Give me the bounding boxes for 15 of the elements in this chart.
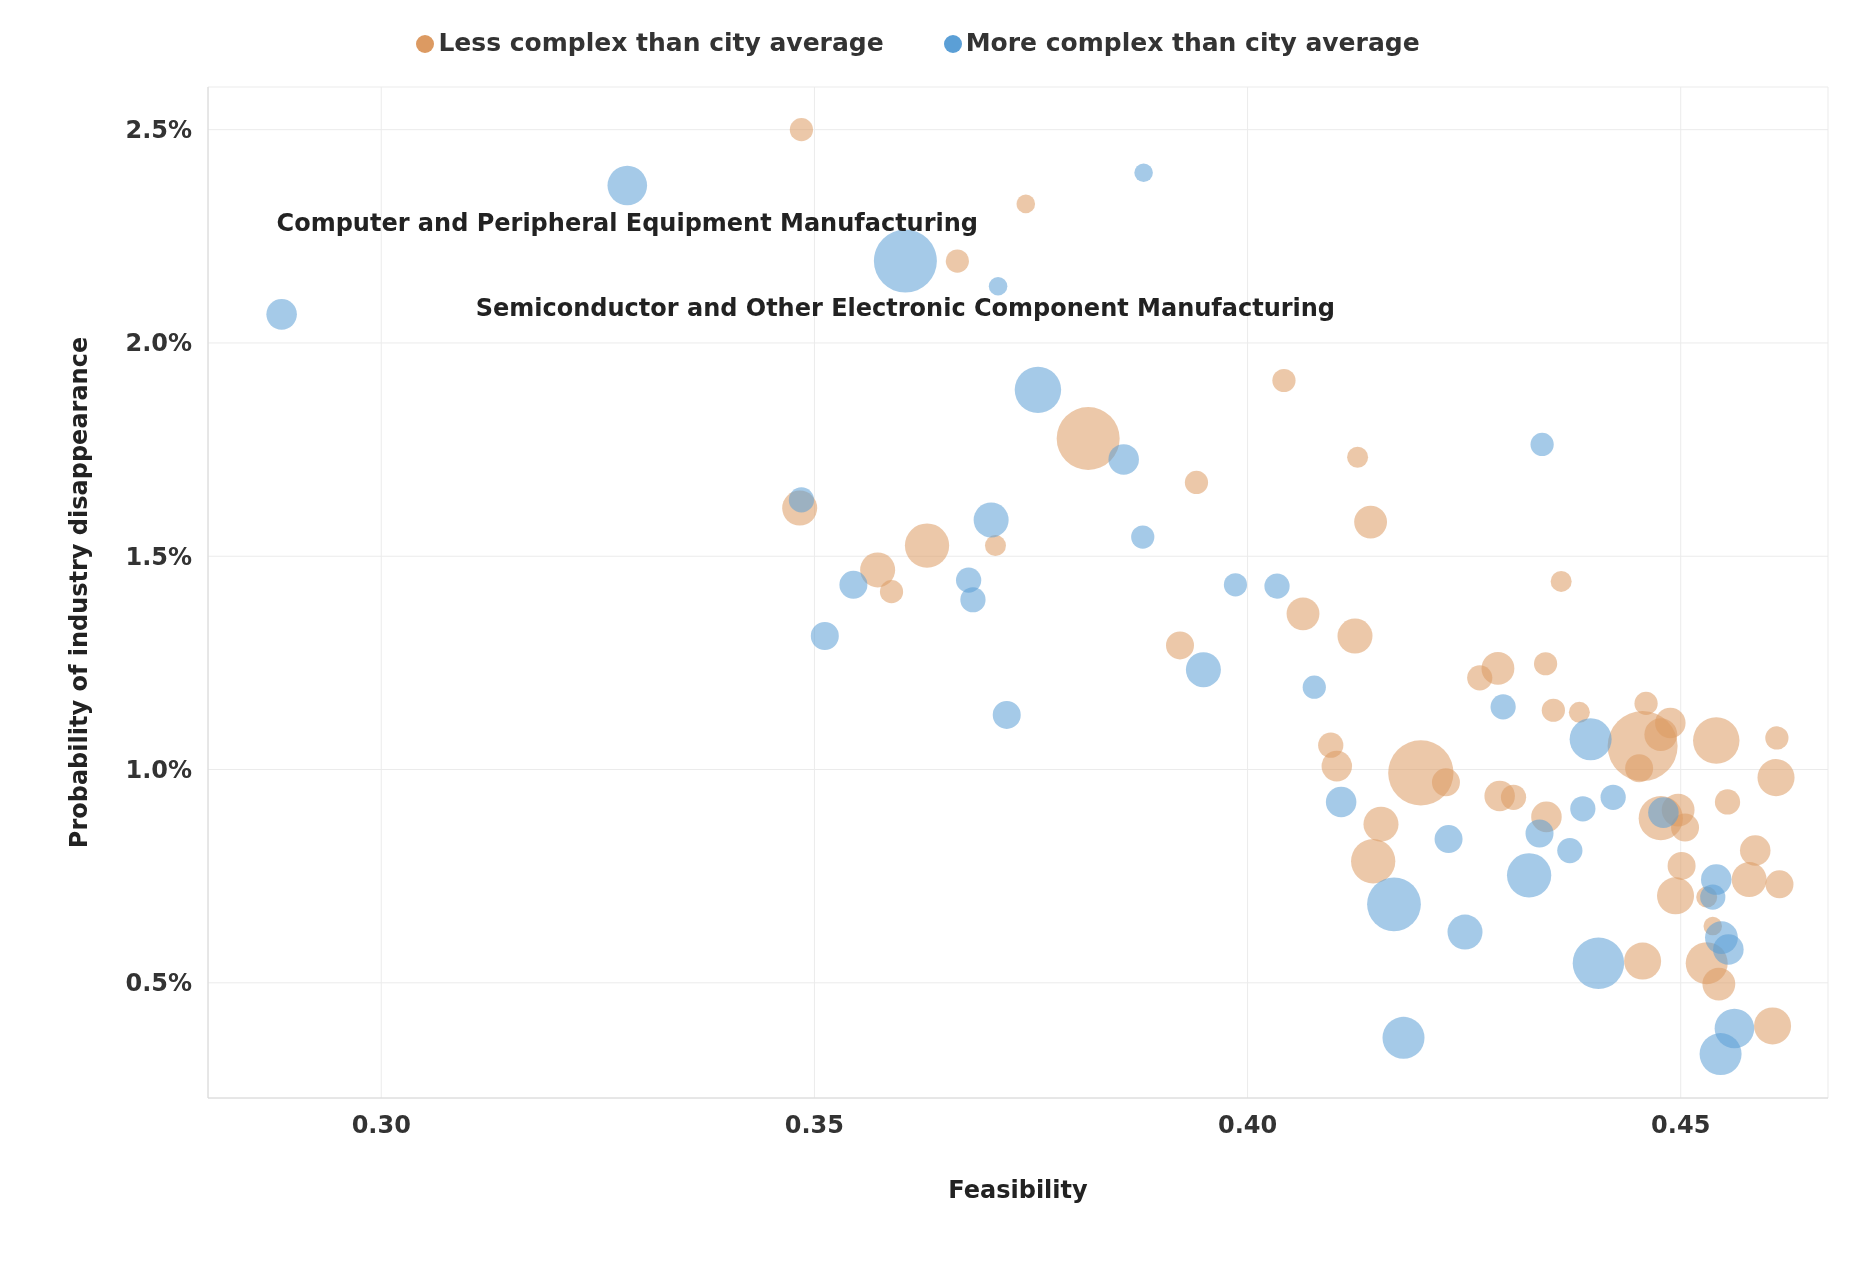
annotation: Semiconductor and Other Electronic Component Manufacturing	[475, 294, 1336, 323]
y-tick-label: 1.0%	[125, 756, 192, 785]
legend-label: More complex than city average	[965, 28, 1420, 57]
x-axis-title: Feasibility	[948, 1176, 1089, 1204]
x-tick-label: 0.45	[1651, 1111, 1711, 1140]
annotation: Computer and Peripheral Equipment Manufacturing	[276, 208, 979, 237]
y-tick-label: 2.5%	[125, 116, 192, 145]
y-tick-label: 1.5%	[125, 542, 192, 571]
y-axis-title: Probability of industry disappearance	[64, 336, 93, 849]
y-tick-label: 2.0%	[125, 329, 192, 358]
x-tick-label: 0.35	[784, 1111, 845, 1140]
x-tick-label: 0.40	[1217, 1111, 1278, 1140]
x-tick-label: 0.30	[351, 1111, 411, 1140]
legend-label: Less complex than city average	[438, 28, 884, 57]
y-tick-label: 0.5%	[125, 969, 192, 998]
